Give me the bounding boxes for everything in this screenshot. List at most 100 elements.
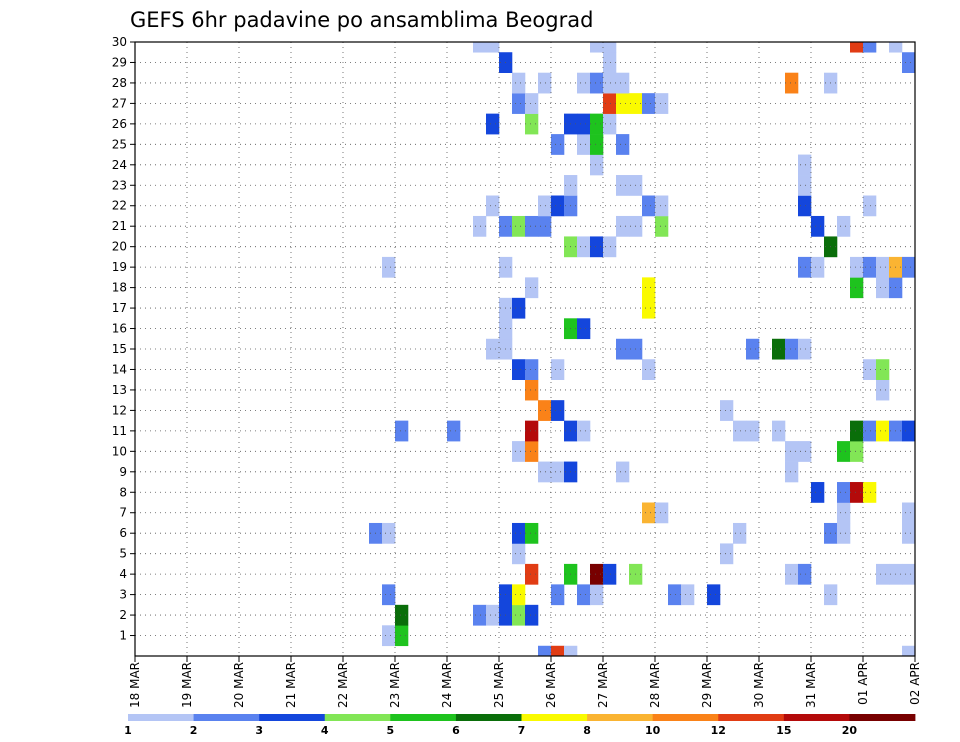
y-tick-label: 30	[112, 35, 127, 49]
heatmap-cell	[798, 256, 812, 278]
heatmap-cell	[733, 522, 747, 544]
y-tick-label: 4	[119, 567, 127, 581]
heatmap-cell	[382, 625, 396, 647]
heatmap-cell	[525, 113, 539, 135]
heatmap-cell	[876, 420, 890, 442]
y-tick-label: 14	[112, 362, 127, 376]
y-tick-label: 2	[119, 608, 127, 622]
heatmap-cell	[668, 584, 682, 606]
heatmap-cell	[837, 215, 851, 237]
y-tick-label: 15	[112, 342, 127, 356]
colorbar-label: 3	[255, 724, 263, 737]
colorbar-label: 2	[190, 724, 198, 737]
heatmap-cell	[655, 502, 669, 524]
heatmap-cell	[551, 461, 565, 483]
grid-lines	[135, 41, 915, 656]
heatmap-cell	[642, 359, 656, 380]
heatmap-cell	[642, 93, 656, 114]
heatmap-cell	[525, 563, 539, 585]
x-tick-label: 26 MAR	[544, 662, 558, 708]
heatmap-cell	[525, 215, 539, 237]
heatmap-cell	[850, 482, 864, 503]
heatmap-cell	[486, 113, 500, 135]
heatmap-cell	[538, 645, 552, 657]
heatmap-cell	[850, 441, 864, 462]
heatmap-cell	[798, 154, 812, 176]
colorbar-swatch	[455, 714, 522, 721]
heatmap-cell	[798, 563, 812, 585]
heatmap-cell	[551, 400, 565, 421]
heatmap-cell	[616, 72, 630, 94]
heatmap-cell	[590, 563, 604, 585]
heatmap-cell	[512, 584, 526, 606]
colorbar-label: 6	[452, 724, 460, 737]
heatmap-cell	[785, 461, 799, 483]
heatmap-cell	[642, 502, 656, 524]
heatmap-cell	[876, 256, 890, 278]
heatmap-cell	[603, 236, 617, 258]
heatmap-cell	[902, 645, 916, 657]
heatmap-cell	[486, 195, 500, 217]
heatmap-cell	[863, 256, 877, 278]
y-tick-label: 16	[112, 322, 127, 336]
x-tick-label: 31 MAR	[804, 662, 818, 708]
x-tick-label: 30 MAR	[752, 662, 766, 708]
heatmap-cell	[382, 584, 396, 606]
x-tick-label: 20 MAR	[232, 662, 246, 708]
heatmap-cell	[863, 42, 877, 53]
heatmap-cell	[616, 134, 630, 155]
colorbar-label: 4	[321, 724, 329, 737]
y-tick-label: 7	[119, 506, 127, 520]
colorbar-label: 1	[124, 724, 132, 737]
y-tick-label: 12	[112, 403, 127, 417]
heatmap-cell	[772, 420, 786, 442]
heatmap-cell	[655, 215, 669, 237]
heatmap-cell	[577, 113, 591, 135]
y-tick-label: 20	[112, 240, 127, 254]
chart-title: GEFS 6hr padavine po ansamblima Beograd	[130, 8, 593, 32]
heatmap-cell	[473, 604, 487, 626]
colorbar-swatch	[783, 714, 850, 721]
heatmap-cell	[772, 338, 786, 360]
x-tick-label: 25 MAR	[492, 662, 506, 708]
heatmap-cell	[538, 400, 552, 421]
heatmap-cell	[590, 584, 604, 606]
heatmap-cell	[577, 420, 591, 442]
heatmap-cell	[811, 482, 825, 503]
heatmap-cell	[590, 236, 604, 258]
heatmap-cell	[551, 359, 565, 380]
heatmap-cell	[785, 441, 799, 462]
heatmap-cell	[850, 277, 864, 299]
y-tick-label: 18	[112, 281, 127, 295]
colorbar-swatch	[324, 714, 391, 721]
colorbar-swatch	[128, 714, 194, 721]
heatmap-cell	[889, 42, 903, 53]
heatmap-cell	[863, 195, 877, 217]
x-tick-label: 19 MAR	[180, 662, 194, 708]
colorbar-label: 5	[387, 724, 395, 737]
x-tick-label: 29 MAR	[700, 662, 714, 708]
x-tick-label: 18 MAR	[128, 662, 142, 708]
y-tick-label: 5	[119, 547, 127, 561]
heatmap-cell	[525, 359, 539, 380]
heatmap-cell	[603, 93, 617, 114]
heatmap-cell	[616, 175, 630, 196]
y-tick-label: 11	[112, 424, 127, 438]
y-tick-label: 28	[112, 76, 127, 90]
heatmap-cell	[746, 338, 760, 360]
heatmap-cell	[733, 420, 747, 442]
heatmap-cell	[512, 93, 526, 114]
heatmap-cell	[590, 42, 604, 53]
heatmap-cell	[798, 175, 812, 196]
heatmap-cell	[902, 502, 916, 524]
heatmap-cell	[577, 318, 591, 340]
y-tick-label: 17	[112, 301, 127, 315]
y-tick-label: 6	[119, 526, 127, 540]
heatmap-cell	[512, 72, 526, 94]
y-tick-label: 3	[119, 588, 127, 602]
x-tick-label: 28 MAR	[648, 662, 662, 708]
heatmap-cell	[512, 441, 526, 462]
colorbar-label: 15	[776, 724, 791, 737]
x-axis: 18 MAR 19 MAR 20 MAR 21 MAR 22 MAR 23 MAR 24 M…	[128, 656, 922, 708]
